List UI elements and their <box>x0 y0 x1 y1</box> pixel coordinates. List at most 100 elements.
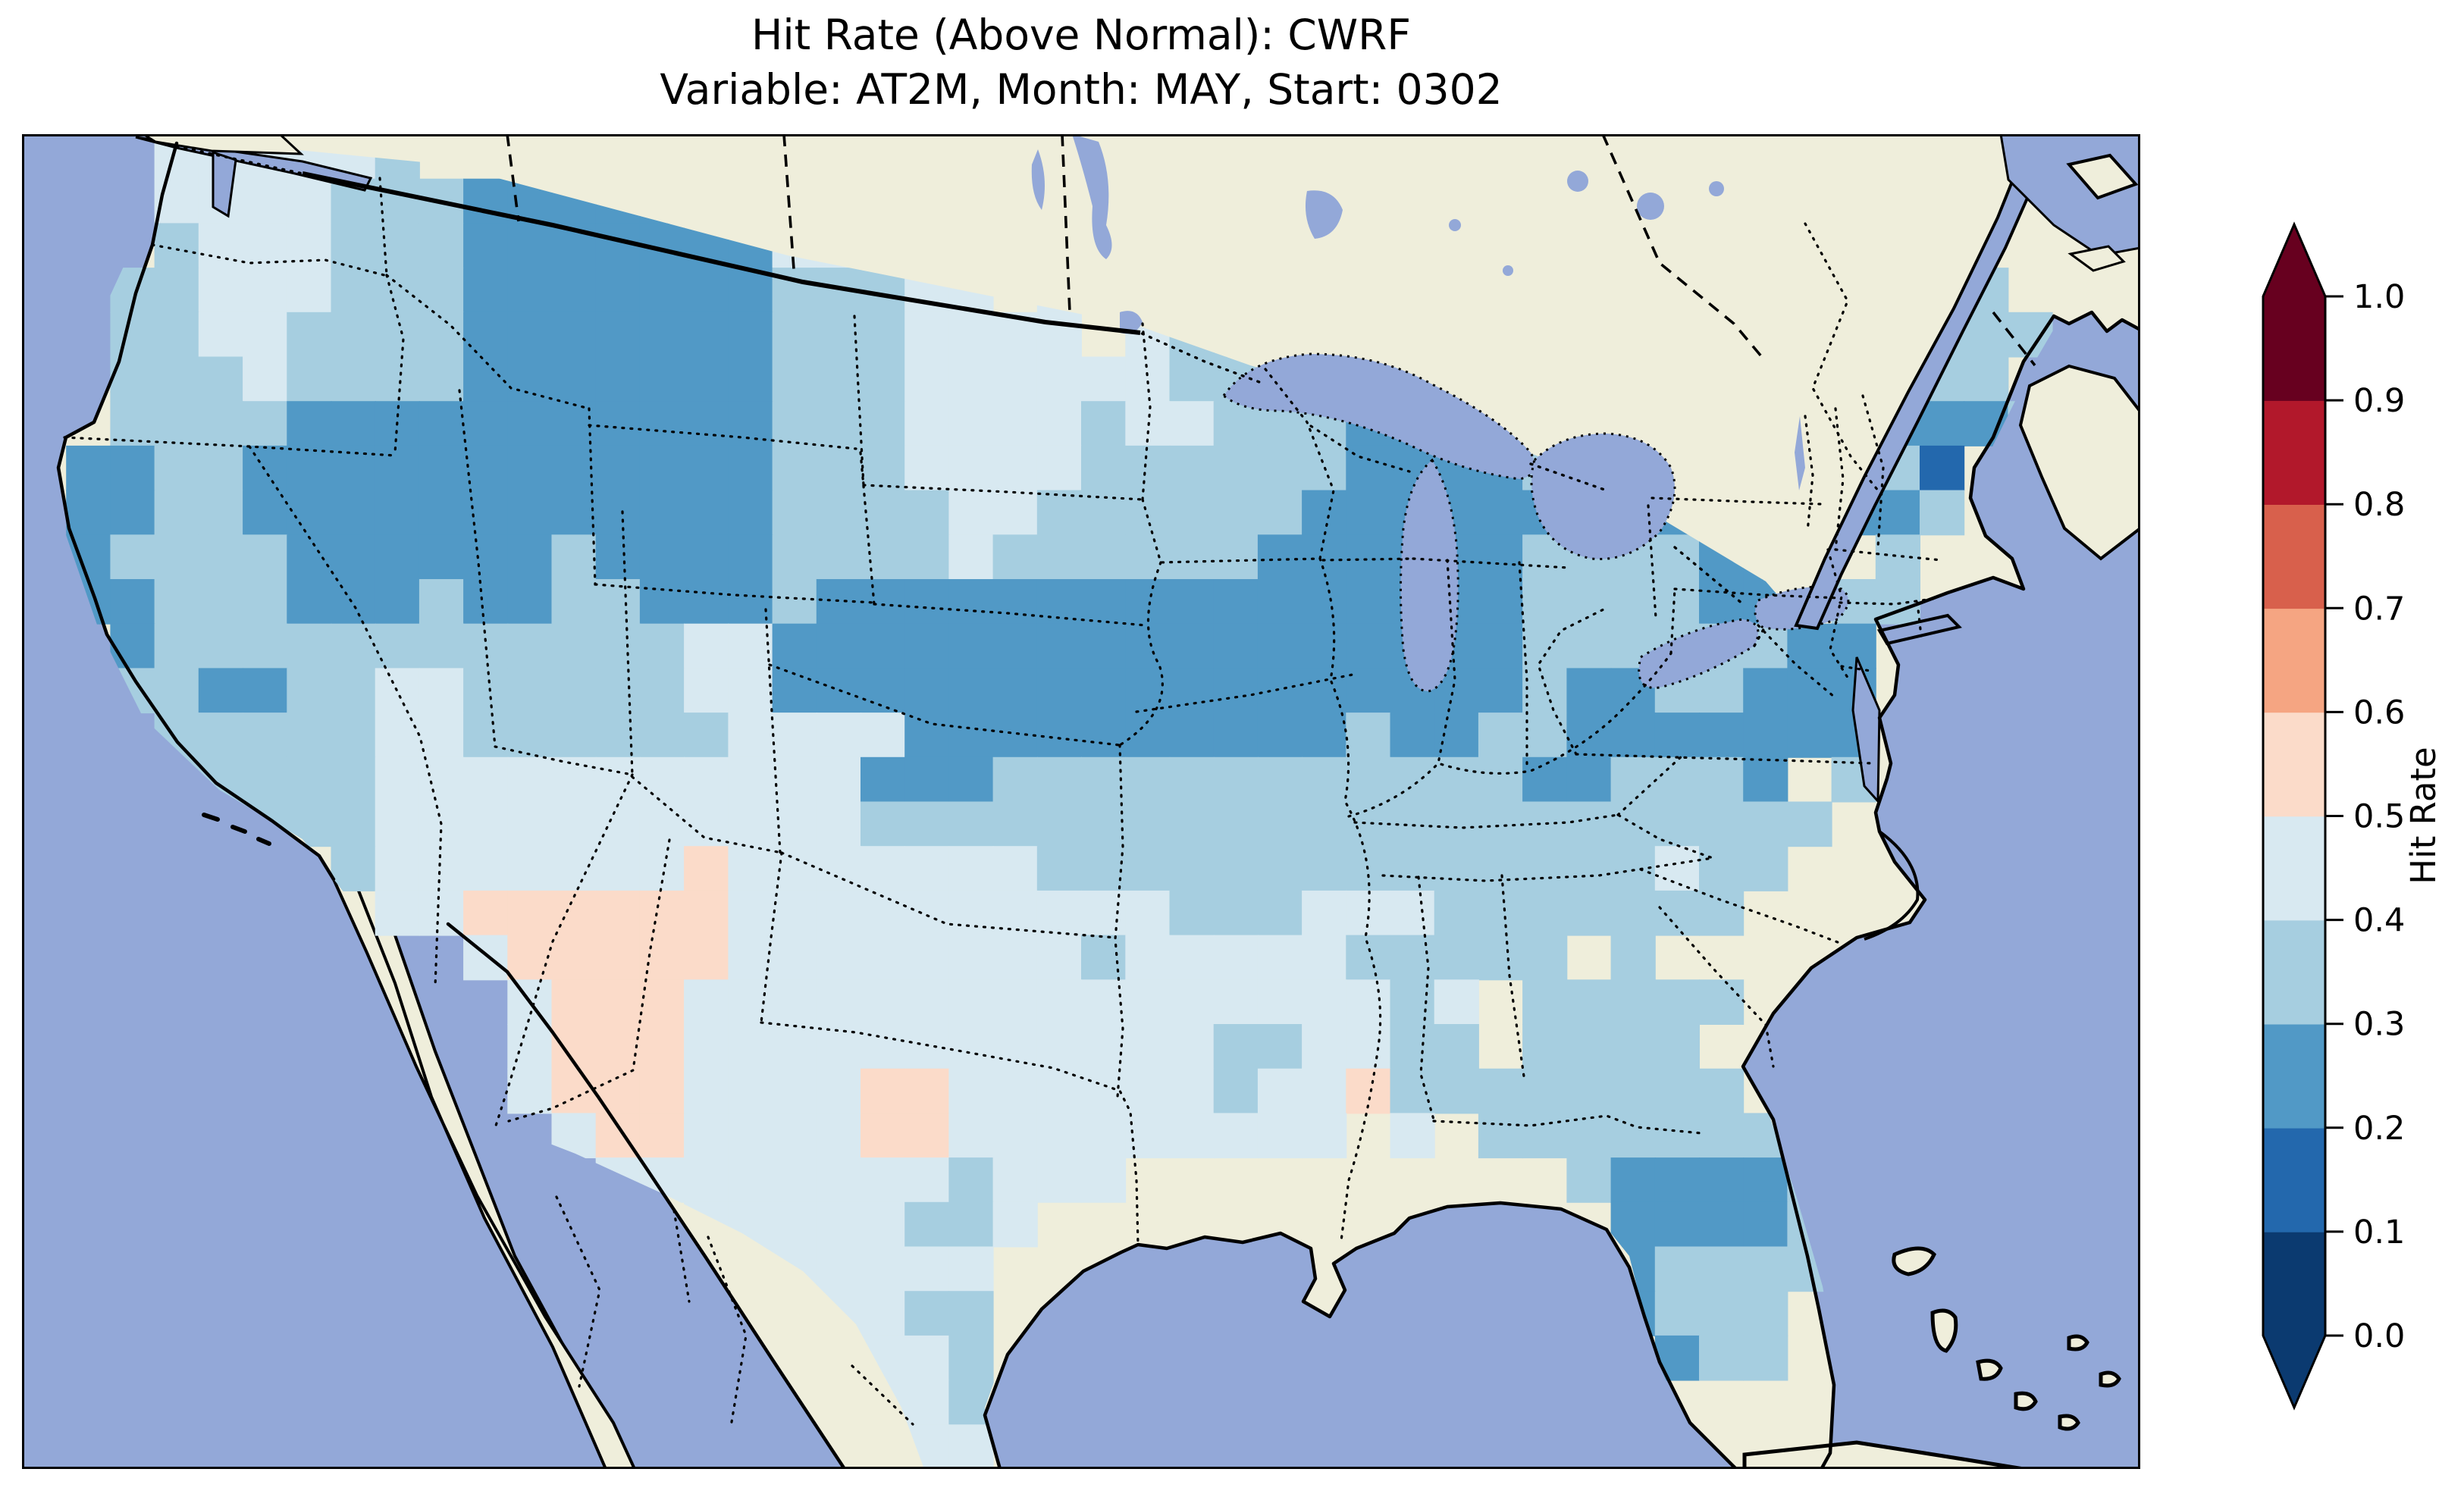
hit-rate-cell <box>1302 801 1347 847</box>
canada-province-borders <box>506 134 2036 367</box>
hit-rate-cell <box>243 356 288 402</box>
hit-rate-cell <box>1522 756 1568 803</box>
hit-rate-cell <box>684 312 729 358</box>
quebec-lake <box>1567 171 1588 192</box>
hit-rate-cell <box>551 623 597 669</box>
hit-rate-cell <box>1302 1024 1347 1070</box>
pacific-coastline <box>56 141 336 882</box>
hit-rate-cell <box>1036 401 1082 446</box>
hit-rate-cell <box>1654 1113 1700 1159</box>
hit-rate-cell <box>1213 756 1259 803</box>
hit-rate-cell <box>1169 935 1215 981</box>
hit-rate-cell <box>904 1024 950 1070</box>
hit-rate-cell <box>1081 534 1127 580</box>
hit-rate-cell <box>463 312 509 358</box>
hit-rate-cell <box>861 356 906 402</box>
map-axes <box>22 134 2140 1469</box>
hit-rate-cell <box>463 756 509 803</box>
hit-rate-cell <box>684 1113 729 1159</box>
hit-rate-cell <box>1125 534 1171 580</box>
hit-rate-cell <box>728 801 773 847</box>
hit-rate-cell <box>507 756 553 803</box>
hit-rate-cell <box>861 1113 906 1159</box>
ontario-lake <box>1449 219 1461 231</box>
hit-rate-cell <box>1125 668 1171 714</box>
hit-rate-cell <box>904 713 950 758</box>
hit-rate-cell <box>419 490 465 536</box>
hit-rate-cell <box>419 401 465 446</box>
hit-rate-cell <box>1346 935 1391 981</box>
hit-rate-cell <box>861 890 906 936</box>
conus-hit-rate-map <box>22 134 2140 1469</box>
hit-rate-cell <box>1125 1113 1171 1159</box>
hit-rate-cell <box>1257 490 1303 536</box>
hit-rate-cell <box>639 356 685 402</box>
hit-rate-cell <box>1257 445 1303 491</box>
hit-rate-cell <box>154 534 199 580</box>
hit-rate-cell <box>639 801 685 847</box>
hit-rate-cell <box>331 846 376 891</box>
hit-rate-cell <box>948 979 994 1025</box>
hit-rate-cell <box>1125 756 1171 803</box>
hit-rate-cell <box>684 268 729 313</box>
hit-rate-cell <box>198 445 243 491</box>
hit-rate-cell <box>1346 979 1391 1025</box>
hit-rate-cell <box>1390 890 1435 936</box>
hit-rate-cell <box>419 668 465 714</box>
bahama-island <box>2067 1334 2089 1351</box>
hit-rate-cell <box>110 579 155 625</box>
hit-rate-cell <box>728 1157 773 1203</box>
colorbar-under-arrow <box>2263 1336 2325 1408</box>
hit-rate-cell <box>904 356 950 402</box>
hit-rate-cell <box>992 356 1038 402</box>
atlantic-gulf-ocean <box>985 312 2140 1469</box>
hit-rate-cell <box>1036 1024 1082 1070</box>
hit-rate-cell <box>1036 534 1082 580</box>
hit-rate-cell <box>1390 756 1435 803</box>
hit-rate-cell <box>1125 623 1171 669</box>
hit-rate-cell <box>816 356 861 402</box>
hit-rate-cell <box>154 623 199 669</box>
hit-rate-cell <box>551 756 597 803</box>
hit-rate-cell <box>595 890 641 936</box>
hit-rate-cell <box>551 846 597 891</box>
hit-rate-cell <box>243 268 288 313</box>
hit-rate-cell <box>1081 935 1127 981</box>
hit-rate-cell <box>684 623 729 669</box>
hit-rate-cell <box>1610 979 1656 1025</box>
hit-rate-cell <box>1036 490 1082 536</box>
hit-rate-cell <box>772 1068 817 1114</box>
hit-rate-cell <box>1081 445 1127 491</box>
hit-rate-cell <box>1964 356 2009 402</box>
hit-rate-cell <box>551 312 597 358</box>
hit-rate-cell <box>1434 1024 1479 1070</box>
hit-rate-cell <box>1566 713 1612 758</box>
hit-rate-cell <box>639 756 685 803</box>
colorbar-tick-label: 0.7 <box>2353 590 2405 628</box>
hit-rate-cell <box>1654 1157 1700 1203</box>
hit-rate-cell <box>110 623 155 669</box>
hit-rate-cell <box>1169 490 1215 536</box>
hit-rate-cell <box>1522 1068 1568 1114</box>
hit-rate-cell <box>904 756 950 803</box>
hit-rate-cell <box>1257 979 1303 1025</box>
hit-rate-cell <box>1787 623 1832 669</box>
hit-rate-cell <box>243 579 288 625</box>
hit-rate-cell <box>198 356 243 402</box>
hit-rate-cell <box>904 579 950 625</box>
hit-rate-cell <box>816 801 861 847</box>
hit-rate-cell <box>639 490 685 536</box>
hit-rate-cell <box>507 534 553 580</box>
hit-rate-cell <box>551 1068 597 1114</box>
hit-rate-cell <box>1081 401 1127 446</box>
hit-rate-cell <box>595 579 641 625</box>
gulf-atlantic-coastline <box>983 310 2140 1469</box>
bahama-island <box>1930 1308 1958 1353</box>
hit-rate-cell <box>243 668 288 714</box>
hit-rate-cell <box>1169 1113 1215 1159</box>
hit-rate-cell <box>1787 713 1832 758</box>
mexico-mainland-coastline <box>446 922 847 1469</box>
hit-rate-cell <box>684 534 729 580</box>
hit-rate-cell <box>904 1201 950 1248</box>
hit-rate-cell <box>1036 846 1082 891</box>
